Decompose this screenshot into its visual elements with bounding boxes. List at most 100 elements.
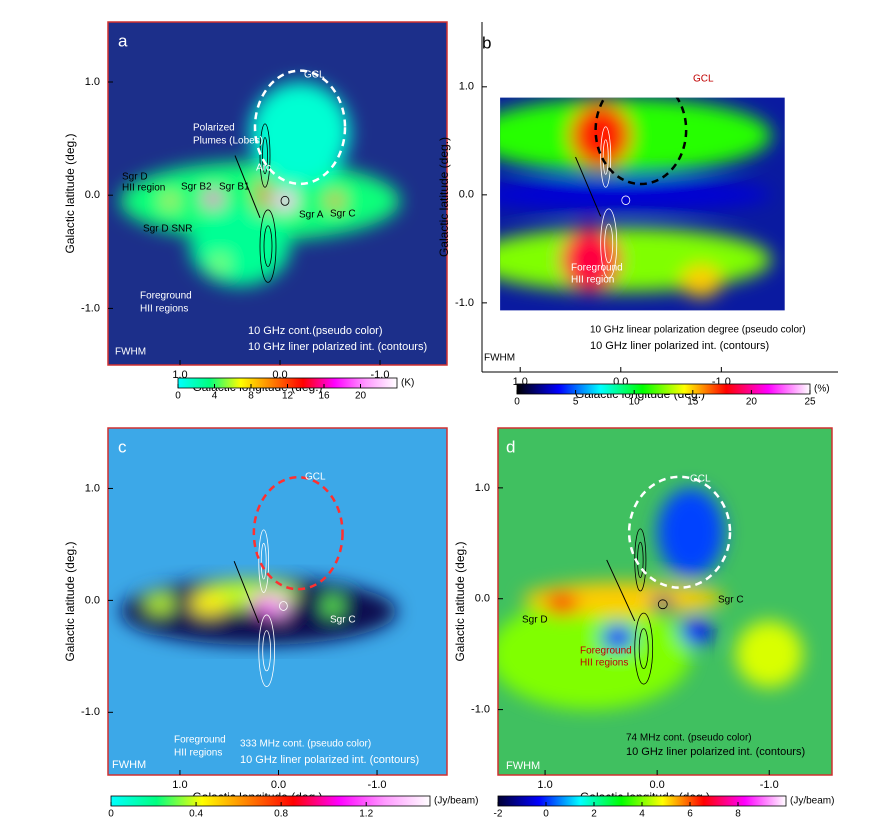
- emission: [735, 620, 803, 688]
- x-tick-label: 1.0: [172, 779, 187, 791]
- annotation: 10 GHz linear polarization degree (pseud…: [590, 325, 806, 336]
- colorbar-tick-label: 15: [687, 397, 699, 408]
- colorbar-unit: (%): [814, 384, 830, 395]
- colorbar-tick-label: 25: [804, 397, 816, 408]
- colorbar-unit: (Jy/beam): [790, 796, 834, 807]
- colorbar-tick-label: 1.2: [359, 809, 373, 820]
- contour: [657, 599, 668, 610]
- sgr-line: [575, 156, 602, 217]
- y-tick-label: 0.0: [85, 594, 100, 606]
- map: [498, 428, 832, 775]
- annotation: 74 MHz cont. (pseudo color): [626, 733, 752, 744]
- panel-label: b: [482, 33, 491, 52]
- x-tick-label: 0.0: [650, 779, 665, 791]
- colorbar-unit: (K): [401, 378, 414, 389]
- annotation: Sgr C: [330, 615, 356, 626]
- y-axis-label: Galactic latitude (deg.): [63, 133, 77, 253]
- annotation: 10 GHz liner polarized int. (contours): [626, 746, 805, 758]
- colorbar-tick-label: 0.8: [274, 809, 288, 820]
- y-tick-label: 1.0: [85, 482, 100, 494]
- contour: [637, 541, 644, 579]
- colorbar-tick-label: 16: [318, 391, 330, 402]
- map-emission: [120, 577, 397, 646]
- sgr-line: [234, 155, 261, 219]
- y-axis-label: Galactic latitude (deg.): [437, 137, 451, 257]
- gcl-loop: [252, 476, 344, 591]
- emission: [500, 178, 772, 212]
- frame: [497, 427, 833, 776]
- annotation: HII region: [571, 275, 614, 286]
- colorbar-tick-label: 6: [687, 809, 693, 820]
- annotation: Sgr C: [330, 209, 356, 220]
- annotation: 10 GHz liner polarized int. (contours): [240, 754, 419, 766]
- emission: [214, 257, 226, 269]
- colorbar-tick-label: -2: [494, 809, 503, 820]
- emission: [258, 178, 268, 213]
- emission: [327, 194, 343, 208]
- annotation: Sgr D: [522, 615, 548, 626]
- emission: [251, 594, 276, 613]
- y-tick-label: 0.0: [459, 189, 474, 201]
- contour: [263, 225, 273, 267]
- annotation: Sgr D SNR: [143, 224, 192, 235]
- emission: [250, 81, 350, 184]
- annotation: 10 GHz liner polarized int. (contours): [248, 341, 427, 353]
- colorbar-tick-label: 5: [573, 397, 579, 408]
- emission: [189, 592, 230, 615]
- colorbar-tick-label: 2: [591, 809, 597, 820]
- sgr-line: [606, 559, 636, 622]
- map-emission: [120, 81, 400, 286]
- y-tick-label: -1.0: [81, 706, 100, 718]
- annotation: HII regions: [140, 304, 188, 315]
- colorbar: [516, 383, 811, 395]
- contour: [259, 123, 271, 188]
- gcl-loop: [253, 69, 347, 186]
- colorbar-tick-label: 0: [514, 397, 520, 408]
- emission: [203, 190, 223, 207]
- y-tick-label: 0.0: [475, 593, 490, 605]
- contour: [621, 195, 631, 205]
- colorbar-tick-label: 4: [639, 809, 645, 820]
- colorbar-tick-label: 0.4: [189, 809, 203, 820]
- emission: [545, 593, 579, 616]
- annotation: Foreground: [140, 291, 192, 302]
- y-tick-label: 1.0: [85, 76, 100, 88]
- y-tick-label: 0.0: [85, 189, 100, 201]
- frame: [107, 21, 448, 366]
- annotation: HII regions: [174, 748, 222, 759]
- colorbar-tick-label: 20: [355, 391, 367, 402]
- contour: [262, 630, 272, 672]
- y-axis-label: Galactic latitude (deg.): [453, 541, 467, 661]
- map: [500, 97, 785, 311]
- annotation: 10 GHz cont.(pseudo color): [248, 325, 383, 337]
- panel-label: a: [118, 31, 128, 50]
- map-emission: [498, 487, 803, 710]
- annotation: FWHM: [484, 353, 515, 364]
- annotation: Sgr D: [122, 172, 148, 183]
- map-emission: [500, 97, 772, 298]
- contour: [634, 612, 654, 685]
- emission: [681, 265, 722, 298]
- annotation: HII region: [122, 183, 165, 194]
- y-tick-label: -1.0: [455, 297, 474, 309]
- contour: [280, 195, 290, 206]
- contour: [600, 126, 612, 188]
- colorbar: [110, 795, 431, 807]
- contour: [638, 628, 649, 669]
- x-tick-label: -1.0: [760, 779, 779, 791]
- y-tick-label: -1.0: [471, 703, 490, 715]
- annotation: GCL: [304, 70, 325, 81]
- gcl-loop: [627, 475, 732, 589]
- x-tick-label: 0.0: [271, 779, 286, 791]
- annotation: Sgr C: [718, 595, 744, 606]
- annotation: Foreground: [580, 646, 632, 657]
- y-tick-label: 1.0: [475, 482, 490, 494]
- emission: [498, 598, 691, 710]
- contour: [259, 209, 277, 283]
- annotation: Sgr B2: [181, 182, 212, 193]
- annotation: Plumes (Lobes): [193, 136, 263, 147]
- contour: [600, 208, 618, 279]
- emission: [601, 624, 635, 651]
- colorbar-tick-label: 8: [248, 391, 254, 402]
